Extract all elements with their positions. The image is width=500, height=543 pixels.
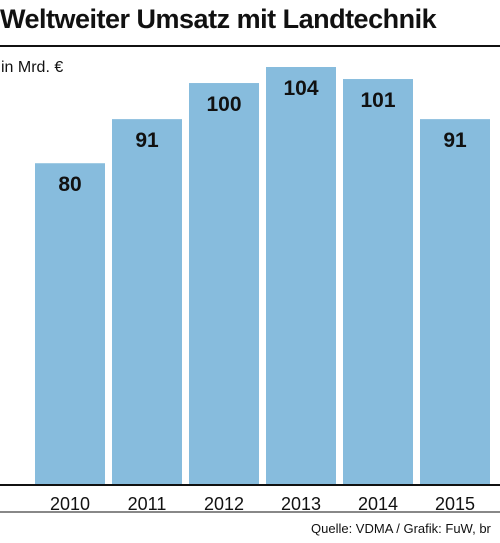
bar-2014 bbox=[343, 79, 413, 485]
bar-2011 bbox=[112, 119, 182, 484]
x-tick-label-2010: 2010 bbox=[50, 494, 90, 514]
data-label-2015: 91 bbox=[443, 129, 467, 152]
bar-2015 bbox=[420, 119, 490, 484]
data-label-2010: 80 bbox=[58, 173, 81, 196]
x-tick-label-2011: 2011 bbox=[128, 494, 167, 514]
bar-2013 bbox=[266, 67, 336, 484]
data-label-2011: 91 bbox=[135, 129, 159, 152]
x-tick-label-2013: 2013 bbox=[281, 494, 321, 514]
data-label-2014: 101 bbox=[360, 89, 395, 112]
source-note: Quelle: VDMA / Grafik: FuW, br bbox=[311, 521, 491, 536]
data-label-2012: 100 bbox=[206, 93, 241, 116]
bar-2010 bbox=[35, 163, 105, 484]
bar-2012 bbox=[189, 83, 259, 485]
unit-label: in Mrd. € bbox=[1, 59, 64, 76]
x-tick-label-2014: 2014 bbox=[358, 494, 398, 514]
data-label-2013: 104 bbox=[283, 77, 318, 100]
chart-title: Weltweiter Umsatz mit Landtechnik bbox=[0, 4, 437, 34]
x-tick-label-2012: 2012 bbox=[204, 494, 244, 514]
x-tick-label-2015: 2015 bbox=[435, 494, 475, 514]
title-rule bbox=[0, 45, 500, 47]
